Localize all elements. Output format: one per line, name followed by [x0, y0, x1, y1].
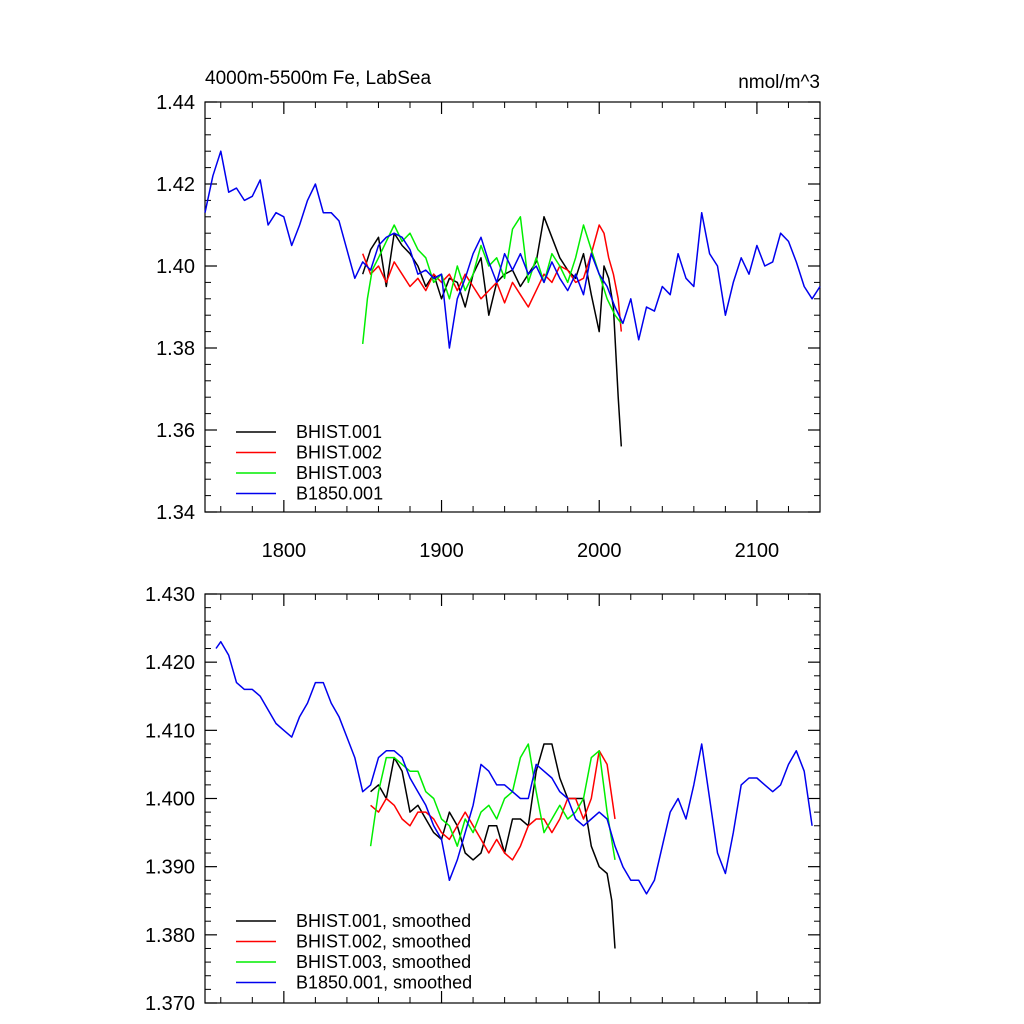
top-series-line-2 [362, 224, 623, 332]
y-tick-label: 1.370 [145, 993, 195, 1015]
x-tick-label: 1800 [262, 540, 307, 562]
x-tick-label: 2100 [735, 540, 780, 562]
x-tick-label: 1900 [419, 540, 464, 562]
y-tick-label: 1.430 [145, 584, 195, 606]
y-tick-label: 1.36 [156, 420, 195, 442]
bottom-series-line-4 [215, 640, 813, 895]
bottom-series-line-1 [370, 743, 616, 949]
bottom-legend-label: BHIST.001, smoothed [296, 911, 471, 931]
units-label: nmol/m^3 [738, 72, 820, 93]
bottom-panel: 1.370 1.380 1.390 1.400 1.410 1.420 1.430 BHIST… [145, 584, 821, 1015]
y-tick-label: 1.42 [156, 174, 195, 196]
y-tick-label: 1.400 [145, 789, 195, 811]
top-series-line-1 [361, 216, 623, 447]
y-tick-label: 1.44 [156, 92, 195, 114]
bottom-legend-label: BHIST.002, smoothed [296, 932, 471, 952]
y-tick-label: 1.40 [156, 256, 195, 278]
top-legend-label: BHIST.001 [296, 422, 382, 442]
top-series-line-4 [204, 150, 821, 349]
top-legend-label: BHIST.002 [296, 443, 382, 463]
chart-title: 4000m-5500m Fe, LabSea [205, 68, 431, 89]
bottom-series-line-3 [369, 743, 616, 861]
top-legend-label: B1850.001 [296, 484, 383, 504]
top-panel: 1800 1900 2000 2100 1.34 1.36 1.38 1.40 1.42 1.44… [156, 92, 821, 562]
y-tick-label: 1.38 [156, 338, 195, 360]
y-tick-label: 1.380 [145, 925, 195, 947]
bottom-legend-label: BHIST.003, smoothed [296, 952, 471, 972]
top-plot-frame [204, 101, 821, 513]
top-series-line-3 [361, 216, 622, 344]
bottom-series-line-2 [370, 750, 616, 861]
top-legend-label: BHIST.003 [296, 463, 382, 483]
bottom-legend-label: B1850.001, smoothed [296, 973, 472, 993]
y-tick-label: 1.420 [145, 652, 195, 674]
y-tick-label: 1.34 [156, 502, 195, 524]
x-tick-label: 2000 [577, 540, 622, 562]
y-tick-label: 1.410 [145, 720, 195, 742]
y-tick-label: 1.390 [145, 857, 195, 879]
